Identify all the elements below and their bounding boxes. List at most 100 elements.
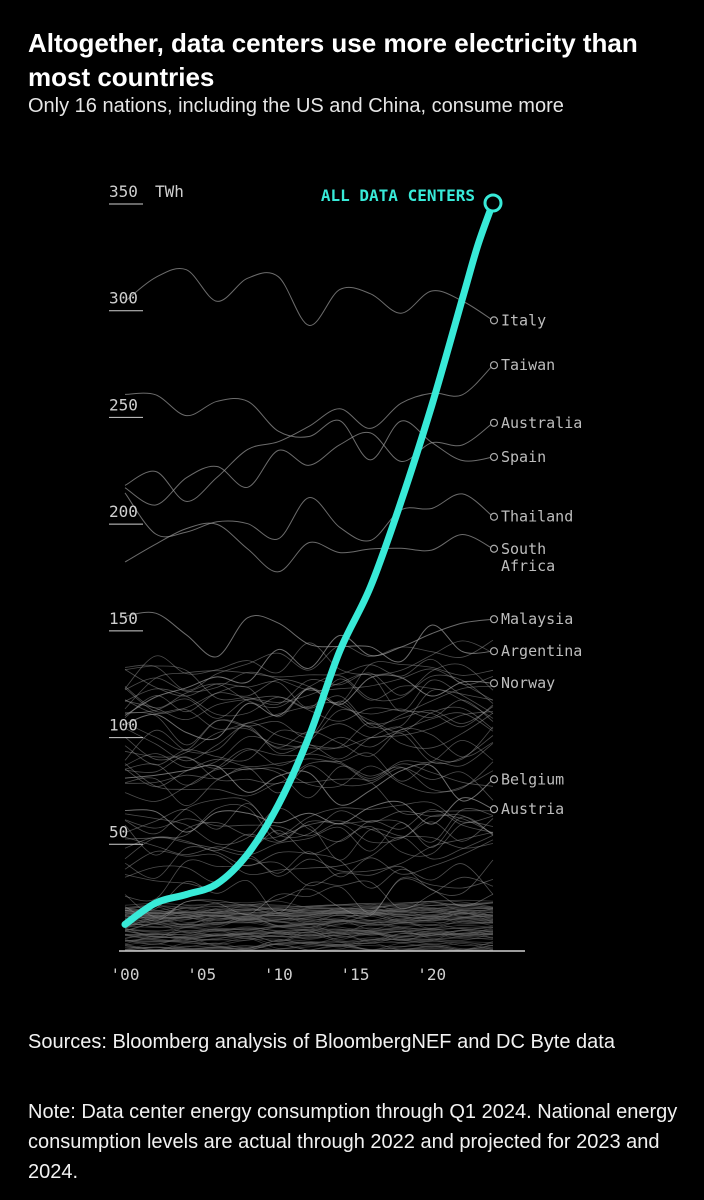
country-label-south-africa: South Africa [501, 540, 555, 575]
country-line-thailand [124, 492, 494, 542]
country-line-norway [124, 674, 494, 741]
country-end-marker [489, 452, 499, 462]
y-tick-label: 250 [109, 395, 138, 414]
country-line [124, 907, 494, 926]
country-labels: Italy Taiwan Australia Spain Thailand South Af… [489, 311, 582, 818]
country-end-marker [489, 679, 499, 688]
country-line [124, 640, 494, 689]
x-tick-label: '00 [111, 965, 140, 984]
country-end-marker [489, 647, 499, 656]
y-tick-label: 50 [109, 822, 128, 841]
country-line [124, 876, 494, 913]
country-end-marker [489, 361, 499, 370]
footnote: Note: Data center energy consumption thr… [28, 1101, 678, 1183]
country-line [124, 797, 494, 839]
data-center-series: ALL DATA CENTERS [121, 186, 503, 928]
y-tick-label: 300 [109, 289, 138, 308]
country-line [124, 663, 494, 719]
country-line [124, 803, 494, 839]
country-line [124, 909, 494, 925]
country-line [124, 803, 494, 843]
country-label-australia: Australia [501, 414, 582, 432]
country-line-austria [124, 797, 494, 833]
country-line [124, 807, 494, 845]
country-line-spain [124, 392, 494, 462]
country-line [124, 816, 494, 856]
line-chart: 350 TWh 300 250 200 150 100 50 '00 '05 '10 '15 '20 I… [109, 182, 582, 984]
country-label-spain: Spain [501, 448, 546, 466]
country-line [124, 943, 493, 951]
chart-title: Altogether, data centers use more electr… [28, 28, 638, 92]
country-line [124, 937, 494, 950]
country-label-norway: Norway [501, 674, 555, 692]
country-line [124, 906, 494, 917]
country-line [124, 929, 494, 942]
country-end-marker [489, 775, 499, 784]
country-line [124, 756, 494, 787]
country-line [124, 688, 494, 728]
country-line-taiwan [124, 364, 494, 502]
axes: 350 TWh 300 250 200 150 100 50 '00 '05 '10 '15 '20 [109, 182, 525, 984]
country-end-marker [489, 316, 499, 325]
country-line [124, 831, 494, 883]
country-line [124, 685, 494, 722]
country-line [124, 801, 494, 856]
country-label-taiwan: Taiwan [501, 356, 555, 374]
country-end-marker [489, 512, 499, 521]
country-line-south-africa [124, 522, 494, 573]
country-end-marker [489, 615, 499, 624]
country-line [124, 878, 494, 922]
country-line [124, 658, 494, 710]
country-line [124, 765, 494, 802]
country-line [124, 739, 494, 786]
country-line [124, 712, 494, 769]
x-tick-label: '15 [341, 965, 370, 984]
country-line [124, 668, 494, 701]
country-line [124, 859, 494, 902]
country-line [124, 818, 494, 844]
x-tick-label: '10 [264, 965, 293, 984]
y-tick-label: 200 [109, 502, 138, 521]
country-line [124, 919, 494, 929]
country-line [124, 765, 494, 801]
country-line [124, 665, 494, 714]
country-line [124, 902, 494, 918]
country-line [124, 933, 494, 945]
country-line [124, 689, 494, 730]
country-line [124, 674, 494, 709]
country-end-marker [489, 544, 499, 553]
x-tick-label: '05 [187, 965, 216, 984]
country-line-belgium [124, 763, 494, 806]
x-tick-label: '20 [417, 965, 446, 984]
country-label-malaysia: Malaysia [501, 610, 573, 628]
data-center-label: ALL DATA CENTERS [321, 186, 475, 205]
country-label-belgium: Belgium [501, 770, 564, 788]
country-end-marker [489, 805, 499, 814]
data-center-end-marker [483, 193, 503, 213]
country-line [124, 839, 494, 889]
country-label-italy: Italy [501, 311, 546, 329]
country-line [124, 825, 494, 861]
country-label-thailand: Thailand [501, 508, 573, 526]
chart-subtitle: Only 16 nations, including the US and Ch… [28, 95, 564, 117]
country-line [124, 939, 494, 950]
country-line-malaysia [124, 618, 494, 716]
y-unit-label: TWh [155, 182, 184, 201]
data-center-line [121, 199, 497, 928]
country-line-argentina [124, 611, 494, 663]
country-line [124, 943, 494, 951]
country-line [124, 835, 494, 875]
labeled-country-lines [124, 267, 494, 833]
country-line [124, 732, 494, 769]
country-line [124, 931, 494, 942]
country-line [124, 761, 494, 807]
country-line-italy [124, 267, 494, 326]
country-line [124, 639, 494, 691]
y-tick-label: 150 [109, 609, 138, 628]
country-line [124, 921, 494, 933]
y-tick-label: 100 [109, 716, 138, 735]
country-line [124, 763, 494, 815]
country-line-australia [124, 422, 494, 506]
country-line [124, 941, 494, 951]
country-line [124, 929, 494, 940]
